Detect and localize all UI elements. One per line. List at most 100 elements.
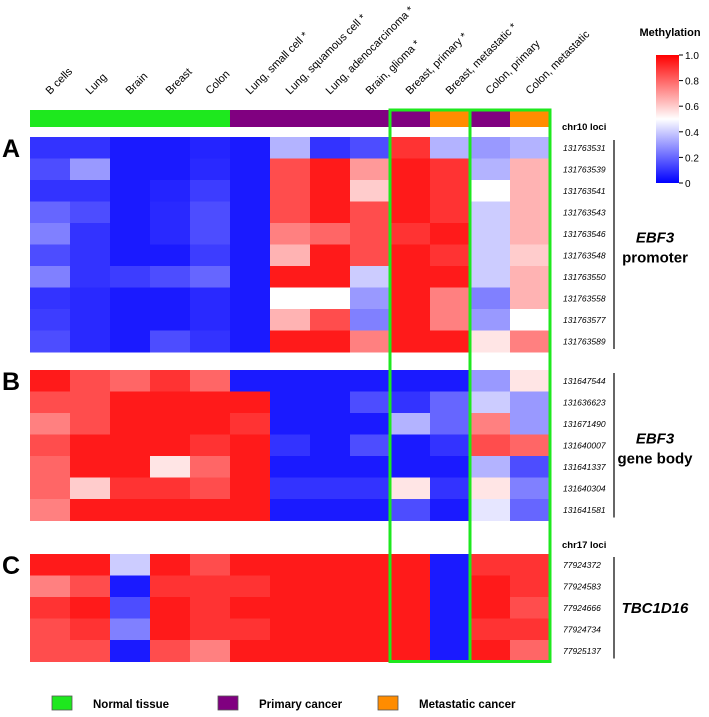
heatmap-cell [470, 456, 511, 478]
heatmap-cell [270, 158, 311, 181]
heatmap-cell [350, 370, 391, 392]
heatmap-cell [470, 499, 511, 521]
panel-letter: A [2, 135, 20, 163]
heatmap-cell [430, 158, 471, 181]
group-bar-cell [510, 110, 551, 127]
heatmap-cell [230, 618, 271, 641]
heatmap-cell [70, 330, 111, 353]
heatmap-cell [510, 201, 551, 224]
heatmap-cell [270, 391, 311, 414]
heatmap-cell [350, 266, 391, 288]
heatmap-cell [150, 434, 191, 457]
heatmap-cell [190, 158, 231, 181]
group-bar-cell [30, 110, 71, 127]
heatmap-cell [110, 330, 151, 353]
heatmap-cell [470, 180, 511, 202]
column-label: Lung, squamous cell * [284, 12, 370, 98]
heatmap-cell [30, 499, 71, 521]
heatmap-cell [270, 309, 311, 331]
heatmap-cell [430, 180, 471, 202]
heatmap-cell [150, 597, 191, 619]
heatmap-cell [270, 499, 311, 521]
heatmap-cell [30, 575, 71, 598]
heatmap-cell [230, 158, 271, 181]
heatmap-cell [150, 499, 191, 521]
colorbar-tick-label: 0 [685, 179, 691, 190]
heatmap-cell [110, 137, 151, 159]
heatmap-cell [70, 309, 111, 331]
heatmap-cell [350, 640, 391, 662]
gene-region: gene body [617, 450, 693, 467]
heatmap-cell [70, 618, 111, 641]
colorbar-gradient [656, 55, 679, 183]
heatmap-cell [350, 180, 391, 202]
heatmap-cell [30, 434, 71, 457]
heatmap-cell [150, 223, 191, 245]
heatmap-cell [230, 499, 271, 521]
heatmap-cell [310, 266, 351, 288]
legend-label: Metastatic cancer [419, 699, 516, 711]
heatmap-cell [510, 640, 551, 662]
heatmap-cell [230, 266, 271, 288]
heatmap-cell [470, 391, 511, 414]
heatmap-cell [270, 330, 311, 353]
locus-label: 131763550 [563, 272, 606, 282]
heatmap-cell [510, 330, 551, 353]
heatmap-cell [470, 137, 511, 159]
heatmap-cell [390, 223, 431, 245]
group-bar-cell [150, 110, 191, 127]
heatmap-cell [510, 477, 551, 500]
heatmap-cell [430, 413, 471, 435]
heatmap-cell [190, 330, 231, 353]
heatmap-cell [470, 618, 511, 641]
tissue-legend: Normal tissue Primary cancer Metastatic ca… [51, 695, 516, 711]
colorbar-tick-label: 0.4 [685, 128, 699, 139]
heatmap-cell [110, 180, 151, 202]
heatmap-cell [30, 413, 71, 435]
heatmap-cell [70, 434, 111, 457]
heatmap-cell [110, 434, 151, 457]
heatmap-cell [390, 554, 431, 576]
heatmap-cell [430, 391, 471, 414]
heatmap-cell [510, 244, 551, 267]
heatmap-cell [150, 554, 191, 576]
heatmap-cell [70, 597, 111, 619]
heatmap-cell [270, 618, 311, 641]
locus-label: 131763589 [563, 336, 606, 346]
heatmap-cell [110, 370, 151, 392]
colorbar-title: Methylation [639, 27, 700, 39]
heatmap-cell [390, 244, 431, 267]
heatmap-cell [390, 618, 431, 641]
locus-label: 131763558 [563, 293, 606, 303]
locus-label: 77924372 [563, 560, 601, 570]
heatmap-cell [110, 456, 151, 478]
heatmap-cell [430, 499, 471, 521]
heatmap-cell [110, 223, 151, 245]
heatmap-cell [270, 575, 311, 598]
heatmap-cell [510, 223, 551, 245]
heatmap-cell [350, 554, 391, 576]
locus-label: 131647544 [563, 376, 606, 386]
heatmap-cell [510, 456, 551, 478]
methylation-colorbar: Methylation 1.0 0.8 0.6 0.4 0.2 0 [639, 27, 700, 190]
heatmap-cell [270, 370, 311, 392]
heatmap-cell [470, 413, 511, 435]
heatmap-cell [470, 597, 511, 619]
loci-labels: 131763531 131763539 131763541 131763543 1317… [563, 140, 615, 659]
heatmap-cell [390, 180, 431, 202]
heatmap-cell [150, 244, 191, 267]
heatmap-cell [390, 575, 431, 598]
heatmap-cell [470, 640, 511, 662]
heatmap-cell [390, 391, 431, 414]
heatmap-cell [190, 180, 231, 202]
heatmap-cell [70, 554, 111, 576]
heatmap-cell [30, 456, 71, 478]
heatmap-cell [510, 137, 551, 159]
locus-label: 131636623 [563, 397, 606, 407]
heatmap-cell [310, 158, 351, 181]
heatmap-cell [190, 434, 231, 457]
heatmap-cell [430, 456, 471, 478]
heatmap-cell [310, 223, 351, 245]
heatmap-cell [30, 618, 71, 641]
heatmap-cell [310, 456, 351, 478]
